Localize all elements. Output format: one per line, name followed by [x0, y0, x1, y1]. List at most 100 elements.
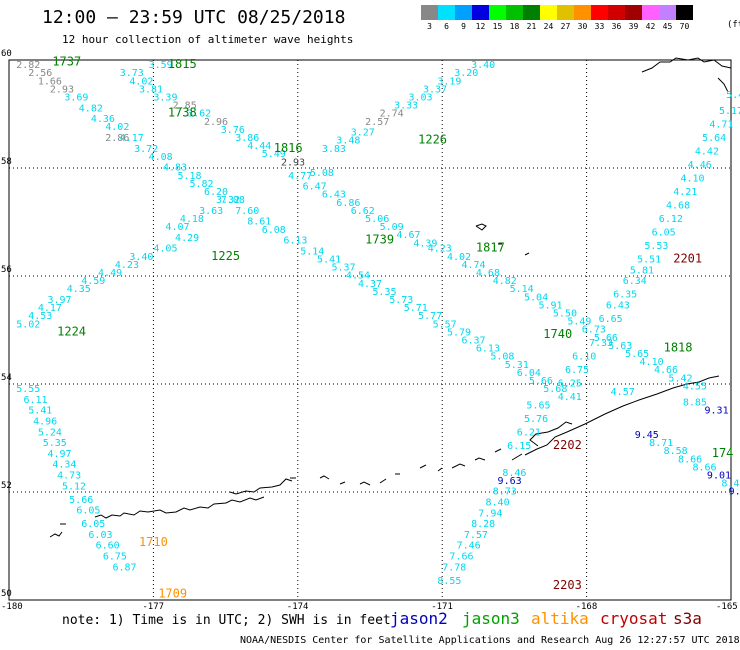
color-swatch-label: 24 [543, 22, 554, 31]
aleutian-islands-central [290, 448, 523, 486]
wave-height-value: 3.39 [153, 93, 177, 104]
wave-height-value: 5.79 [447, 327, 471, 338]
wave-height-value: 8.58 [664, 446, 688, 457]
wave-height-value: 4.10 [640, 357, 664, 368]
wave-height-value: 6.62 [351, 206, 375, 217]
map-subtitle: 12 hour collection of altimeter wave hei… [62, 33, 354, 46]
wave-height-value: 4.68 [666, 201, 690, 212]
wave-height-value: 6.05 [652, 228, 676, 239]
color-swatch-label: 70 [679, 22, 690, 31]
wave-height-value: 2.86 [105, 133, 129, 144]
wave-height-value: 4.82 [493, 276, 517, 287]
pass-time-label: 1226 [418, 133, 447, 147]
wave-height-value: 3.37 [423, 84, 447, 95]
wave-height-value: 7.66 [449, 552, 473, 563]
color-swatch-label: 15 [492, 22, 503, 31]
wave-height-value: 6.20 [204, 187, 228, 198]
wave-height-value: 4.59 [81, 276, 105, 287]
wave-height-value: 5.35 [372, 287, 396, 298]
wave-height-value: 4.57 [611, 387, 635, 398]
wave-height-value: 5.53 [644, 241, 668, 252]
color-swatch-label: 30 [577, 22, 588, 31]
wave-height-value: 4.66 [654, 365, 678, 376]
pass-time-label: 2203 [553, 578, 582, 592]
wave-height-value: 5.41 [28, 406, 52, 417]
footnote: note: 1) Time is in UTC; 2) SWH is in fe… [62, 613, 391, 628]
wave-height-value: 3.48 [336, 136, 360, 147]
wave-height-value: 6.86 [336, 198, 360, 209]
wave-height-value: 2.57 [365, 117, 389, 128]
alaska-coast-north [641, 57, 732, 93]
pass-time-label: 1740 [543, 327, 572, 341]
wave-height-value: 9.31 [705, 406, 729, 417]
lat-lon-grid [8, 59, 732, 601]
wave-height-value: 4.46 [688, 160, 712, 171]
pass-time-label: 174 [712, 446, 734, 460]
wave-height-value: 8.46 [502, 468, 526, 479]
wave-height-value: 2.82 [16, 60, 40, 71]
wave-height-value: 3.20 [454, 68, 478, 79]
longitude-tick-label: -168 [575, 602, 598, 612]
wave-height-value: 7.46 [457, 541, 481, 552]
wave-height-value: 6.04 [517, 368, 541, 379]
wave-height-value: 5.09 [380, 222, 404, 233]
wave-height-value: 4.55 [683, 381, 707, 392]
color-swatch [676, 5, 693, 20]
wave-height-value: 5.73 [389, 295, 413, 306]
wave-height-value: 6.08 [262, 225, 286, 236]
wave-height-value: 4.02 [129, 76, 153, 87]
color-swatch [642, 5, 659, 20]
pass-time-label: 1817 [476, 241, 505, 255]
color-swatch-label: 6 [444, 22, 449, 31]
pass-time-label: 1225 [211, 249, 240, 263]
color-swatch [472, 5, 489, 20]
color-swatch-label: 27 [560, 22, 571, 31]
wave-height-value: 4.53 [28, 311, 52, 322]
color-swatch-label: 42 [645, 22, 656, 31]
wave-height-value: 7.60 [235, 206, 259, 217]
wave-height-value: 5.08 [490, 352, 514, 363]
wave-height-value: 7.57 [464, 530, 488, 541]
wave-height-value: 6.60 [96, 541, 120, 552]
wave-height-value: 6.43 [322, 190, 346, 201]
wave-height-value: 6.37 [461, 336, 485, 347]
scale-unit: (ft) [727, 20, 740, 30]
wave-height-value: 5.77 [418, 311, 442, 322]
wave-height-value: 4.34 [52, 460, 76, 471]
longitude-tick-label: -171 [431, 602, 453, 612]
wave-height-value: 3.83 [322, 144, 346, 155]
pass-time-label: 1818 [664, 341, 693, 355]
wave-height-value: 5.12 [62, 481, 86, 492]
wave-height-value: 2.93 [281, 157, 305, 168]
wave-height-value: 5.76 [524, 414, 548, 425]
wave-height-value: 3.81 [139, 84, 163, 95]
longitude-tick-label: -180 [1, 602, 23, 612]
color-swatch [489, 5, 506, 20]
color-swatch-label: 9 [461, 22, 466, 31]
wave-height-value: 2.56 [28, 68, 52, 79]
wave-height-value: 5.66 [69, 495, 93, 506]
pribilof-islands [475, 223, 530, 256]
longitude-tick-label: -174 [286, 602, 309, 612]
color-swatch [455, 5, 472, 20]
wave-height-value: 6.05 [81, 519, 105, 530]
pass-time-label: 1737 [52, 54, 81, 68]
wave-height-value: 6.73 [582, 325, 606, 336]
wave-height-value: 8.40 [486, 498, 510, 509]
wave-height-value: 5.71 [404, 303, 428, 314]
wave-height-value: 9.63 [498, 476, 522, 487]
satellite-legend-jason2: jason2 [390, 609, 448, 628]
wave-height-value: 4.02 [447, 252, 471, 263]
color-swatch-label: 3 [427, 22, 432, 31]
wave-height-value: 6.75 [565, 365, 589, 376]
wave-height-value: 6.34 [623, 276, 647, 287]
latitude-tick-label: 50 [1, 589, 12, 599]
wave-height-value: 3.86 [235, 133, 259, 144]
wave-height-value: 7.94 [478, 508, 502, 519]
wave-height-value: 5.08 [310, 168, 334, 179]
color-swatch [506, 5, 523, 20]
latitude-tick-label: 52 [1, 481, 12, 491]
color-swatch [523, 5, 540, 20]
color-swatch [438, 5, 455, 20]
